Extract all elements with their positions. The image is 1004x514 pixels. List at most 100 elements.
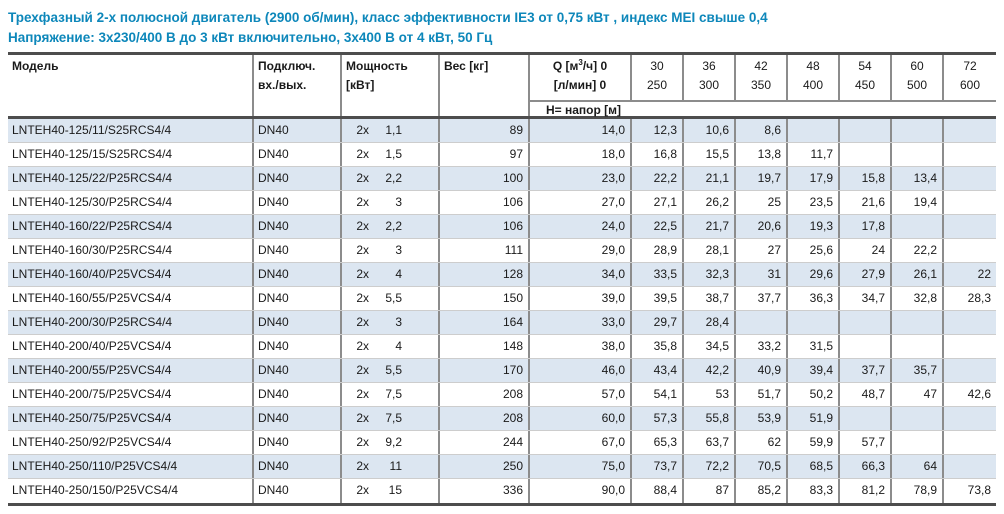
power-value: 5,5 — [385, 291, 402, 305]
model-cell: LNTEH40-250/110/P25VCS4/4 — [8, 455, 254, 478]
head-cell: 42,6 — [967, 387, 991, 401]
head-row-label: Н= напор [м] — [530, 100, 996, 117]
head-cell: 53 — [684, 383, 736, 406]
head-cell: 88,4 — [632, 479, 684, 503]
connection-cell: DN40 — [254, 263, 342, 286]
head-cell: 35,8 — [632, 335, 684, 358]
page-subtitle: Напряжение: 3x230/400 В до 3 кВт включит… — [8, 30, 493, 45]
connection-cell: DN40 — [254, 215, 342, 238]
col-header-flow-6: 60 500 — [892, 55, 944, 100]
col-header-weight: Вес [кг] — [440, 55, 530, 116]
head-cell — [892, 431, 944, 454]
power-value: 4 — [395, 339, 402, 353]
col-header-model-label: Модель — [12, 59, 59, 73]
head-cell: 20,6 — [736, 215, 788, 238]
head-cell — [840, 143, 892, 166]
col-header-connection: Подключ. вх./вых. — [254, 55, 342, 116]
head-cell: 59,9 — [788, 431, 840, 454]
head-cell: 23,0 — [530, 167, 632, 190]
head-cell — [840, 335, 892, 358]
head-cell: 18,0 — [530, 143, 632, 166]
head-cell: 37,7 — [840, 359, 892, 382]
head-cell: 78,9 — [892, 479, 944, 503]
power-value: 1,5 — [385, 147, 402, 161]
model-cell: LNTEH40-160/40/P25VCS4/4 — [8, 263, 254, 286]
head-cell — [944, 191, 996, 214]
table-row: LNTEH40-200/30/P25RCS4/4 DN40 2x 3 164 3… — [8, 311, 996, 335]
power-prefix: 2x — [356, 483, 369, 497]
head-cell: 39,0 — [530, 287, 632, 310]
weight-cell: 164 — [440, 311, 530, 334]
head-cell: 25,6 — [788, 239, 840, 262]
head-cell: 24 — [840, 239, 892, 262]
head-cell: 34,0 — [530, 263, 632, 286]
head-cell — [892, 143, 944, 166]
head-cell: 21,6 — [840, 191, 892, 214]
head-cell: 22,5 — [632, 215, 684, 238]
connection-cell: DN40 — [254, 287, 342, 310]
col-header-flow-4: 48 400 — [788, 55, 840, 100]
head-cell: 73,7 — [632, 455, 684, 478]
weight-cell: 170 — [440, 359, 530, 382]
table-row: LNTEH40-200/75/P25VCS4/4 DN40 2x 7,5 208… — [8, 383, 996, 407]
power-cell: 2x 1,5 — [342, 143, 440, 166]
table-row: LNTEH40-200/55/P25VCS4/4 DN40 2x 5,5 170… — [8, 359, 996, 383]
connection-cell: DN40 — [254, 407, 342, 430]
power-prefix: 2x — [356, 411, 369, 425]
table-row: LNTEH40-160/40/P25VCS4/4 DN40 2x 4 128 3… — [8, 263, 996, 287]
head-cell: 15,5 — [684, 143, 736, 166]
model-cell: LNTEH40-160/30/P25RCS4/4 — [8, 239, 254, 262]
head-cell: 67,0 — [530, 431, 632, 454]
model-cell: LNTEH40-200/30/P25RCS4/4 — [8, 311, 254, 334]
head-cell — [892, 311, 944, 334]
weight-cell: 128 — [440, 263, 530, 286]
head-cell: 29,0 — [530, 239, 632, 262]
head-cell — [840, 119, 892, 142]
head-cell: 64 — [892, 455, 944, 478]
power-prefix: 2x — [356, 243, 369, 257]
power-prefix: 2x — [356, 459, 369, 473]
weight-cell: 150 — [440, 287, 530, 310]
head-cell: 31,5 — [788, 335, 840, 358]
head-cell: 65,3 — [632, 431, 684, 454]
col-header-model: Модель — [8, 55, 254, 116]
head-cell: 54,1 — [632, 383, 684, 406]
head-cell: 22 — [977, 267, 991, 281]
power-prefix: 2x — [356, 147, 369, 161]
col-header-power-line1: Мощность — [346, 59, 408, 73]
model-cell: LNTEH40-125/15/S25RCS4/4 — [8, 143, 254, 166]
connection-cell: DN40 — [254, 431, 342, 454]
head-cell — [892, 215, 944, 238]
head-cell: 17,8 — [840, 215, 892, 238]
power-value: 2,2 — [385, 219, 402, 233]
connection-cell: DN40 — [254, 119, 342, 142]
head-cell: 46,0 — [530, 359, 632, 382]
power-prefix: 2x — [356, 195, 369, 209]
weight-cell: 208 — [440, 407, 530, 430]
head-cell: 29,6 — [788, 263, 840, 286]
head-cell: 27,1 — [632, 191, 684, 214]
head-cell: 75,0 — [530, 455, 632, 478]
col-header-flow-3: 42 350 — [736, 55, 788, 100]
power-prefix: 2x — [356, 267, 369, 281]
power-value: 4 — [395, 267, 402, 281]
weight-cell: 250 — [440, 455, 530, 478]
head-cell — [892, 119, 944, 142]
head-cell: 35,7 — [892, 359, 944, 382]
weight-cell: 208 — [440, 383, 530, 406]
connection-cell: DN40 — [254, 335, 342, 358]
table-row: LNTEH40-250/92/P25VCS4/4 DN40 2x 9,2 244… — [8, 431, 996, 455]
head-cell: 72,2 — [684, 455, 736, 478]
power-value: 2,2 — [385, 171, 402, 185]
power-prefix: 2x — [356, 219, 369, 233]
power-cell: 2x 4 — [342, 263, 440, 286]
connection-cell: DN40 — [254, 479, 342, 503]
connection-cell: DN40 — [254, 383, 342, 406]
pump-spec-table: Модель Подключ. вх./вых. Мощность [кВт] … — [8, 52, 996, 506]
model-cell: LNTEH40-250/92/P25VCS4/4 — [8, 431, 254, 454]
col-header-weight-label: Вес [кг] — [444, 59, 489, 73]
head-cell: 50,2 — [788, 383, 840, 406]
connection-cell: DN40 — [254, 359, 342, 382]
power-value: 1,1 — [385, 123, 402, 137]
